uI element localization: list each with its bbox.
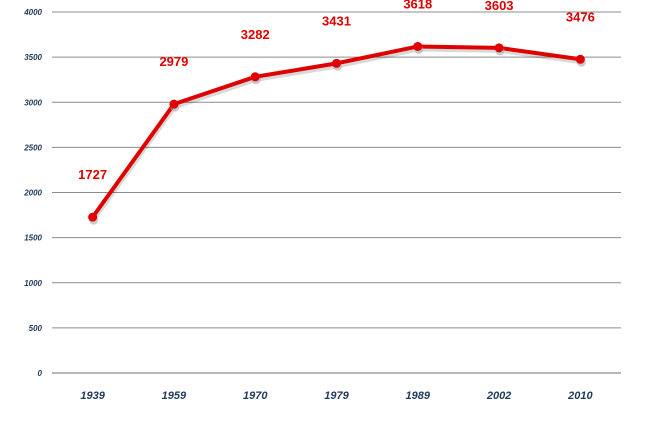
series-line xyxy=(90,44,583,220)
y-tick-label: 2500 xyxy=(23,143,42,152)
data-label: 3282 xyxy=(241,27,270,42)
y-tick-label: 1000 xyxy=(24,279,42,288)
data-label: 1727 xyxy=(78,167,107,182)
y-tick-label: 3000 xyxy=(24,98,42,107)
x-tick-label: 1970 xyxy=(243,390,268,402)
y-tick-label: 0 xyxy=(38,369,43,378)
x-tick-label: 2010 xyxy=(567,390,593,402)
x-tick-label: 1979 xyxy=(324,390,349,402)
y-tick-label: 4000 xyxy=(23,8,42,17)
data-point xyxy=(88,212,98,222)
gridlines xyxy=(52,11,621,374)
data-point xyxy=(332,58,341,68)
x-tick-label: 1959 xyxy=(162,390,187,402)
data-label: 3476 xyxy=(566,9,595,24)
data-label: 3431 xyxy=(322,13,351,28)
x-axis-tick-labels: 1939 1959 1970 1979 1989 2002 2010 xyxy=(80,390,593,402)
data-point xyxy=(575,54,585,64)
y-axis-tick-labels: 0 500 1000 1500 2000 2500 3000 3500 4000 xyxy=(23,8,42,378)
data-point xyxy=(169,99,179,109)
data-label: 2979 xyxy=(159,54,188,69)
x-tick-label: 1989 xyxy=(406,390,431,402)
data-point xyxy=(494,43,504,53)
data-point xyxy=(413,41,423,51)
data-labels: 1727 2979 3282 3431 3618 3603 3476 xyxy=(78,0,595,182)
x-tick-label: 1939 xyxy=(80,390,105,402)
series-line-group xyxy=(90,44,583,222)
series-line-shadow xyxy=(92,47,582,222)
y-tick-label: 500 xyxy=(29,324,43,333)
data-point xyxy=(250,72,260,82)
y-tick-label: 3500 xyxy=(24,53,42,62)
data-point-markers xyxy=(88,41,586,225)
data-label: 3603 xyxy=(485,0,514,13)
data-label: 3618 xyxy=(403,0,432,11)
x-tick-label: 2002 xyxy=(486,390,511,402)
y-tick-label: 2000 xyxy=(23,189,42,198)
y-tick-label: 1500 xyxy=(24,234,42,243)
